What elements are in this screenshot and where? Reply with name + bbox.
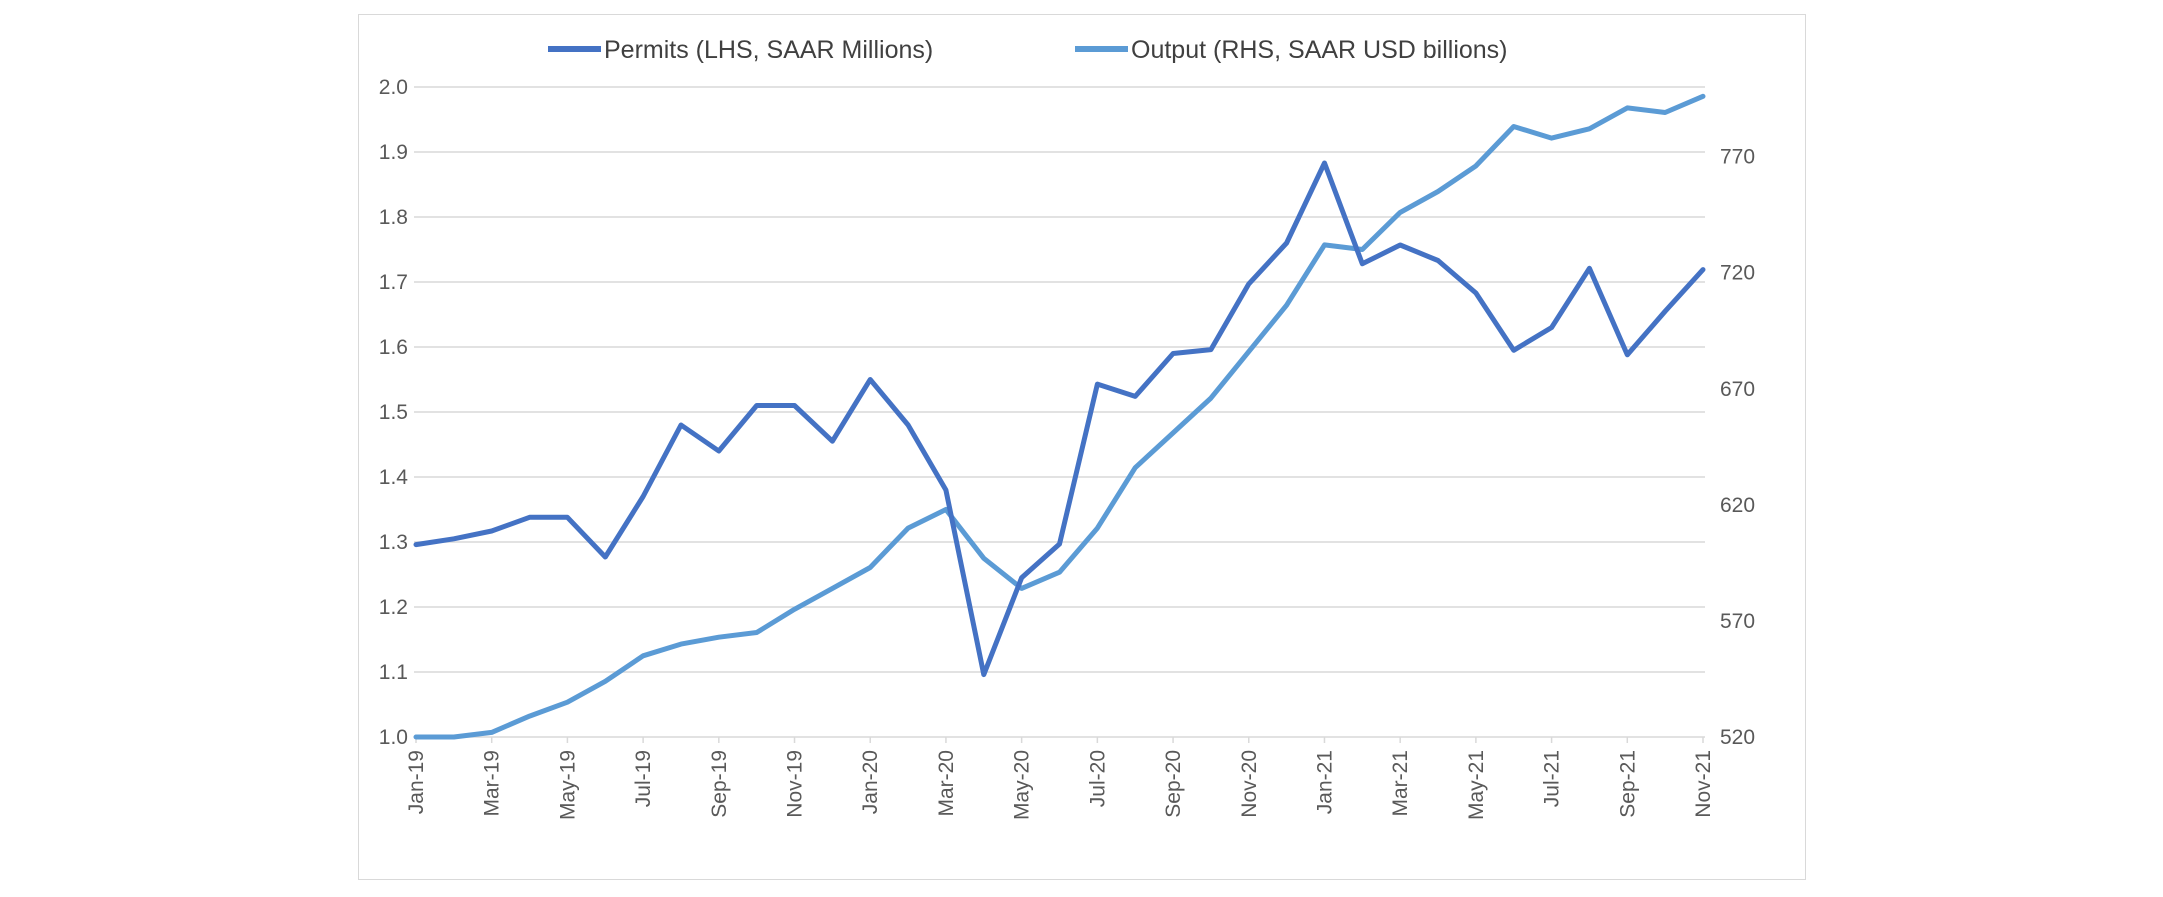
series-line-output: [413, 93, 1706, 740]
x-tick-label: Jan-21: [1313, 750, 1336, 814]
x-tick-label: Jan-19: [405, 750, 428, 814]
y-left-tick-label: 1.2: [379, 596, 408, 619]
x-tick-label: Nov-21: [1692, 750, 1715, 818]
x-tick-label: Sep-19: [708, 750, 731, 818]
y-axis-right: 520 570 620 670 720 770: [1720, 146, 1755, 749]
y-left-tick-label: 2.0: [379, 76, 408, 99]
x-tick-label: Nov-19: [784, 750, 807, 818]
y-left-tick-label: 1.6: [379, 336, 408, 359]
y-right-tick-label: 570: [1720, 610, 1755, 633]
x-tick-label: May-19: [556, 750, 579, 820]
x-tick-label: Sep-21: [1616, 750, 1639, 818]
x-tick-label: Mar-21: [1389, 750, 1412, 817]
y-right-tick-label: 720: [1720, 262, 1755, 285]
y-right-tick-label: 520: [1720, 726, 1755, 749]
x-axis: Jan-19 Mar-19 May-19 Jul-19 Sep-19 Nov-19 Jan-…: [405, 737, 1715, 820]
x-tick-label: Jul-21: [1541, 750, 1564, 807]
legend-label-permits: Permits (LHS, SAAR Millions): [604, 36, 933, 64]
x-tick-label: May-20: [1011, 750, 1034, 820]
legend-label-output: Output (RHS, SAAR USD billions): [1131, 36, 1508, 64]
y-left-tick-label: 1.1: [379, 661, 408, 684]
y-left-tick-label: 1.4: [379, 466, 409, 489]
y-left-tick-label: 1.9: [379, 141, 408, 164]
chart-frame: [358, 14, 1806, 880]
y-right-tick-label: 620: [1720, 494, 1755, 517]
gridlines: [414, 86, 1705, 673]
x-tick-label: May-21: [1465, 750, 1488, 820]
series-line-permits: [413, 160, 1706, 678]
x-tick-label: Mar-19: [481, 750, 504, 817]
y-left-tick-label: 1.7: [379, 271, 408, 294]
y-left-tick-label: 1.3: [379, 531, 408, 554]
x-tick-label: Mar-20: [935, 750, 958, 817]
x-tick-label: Jan-20: [859, 750, 882, 814]
y-right-tick-label: 770: [1720, 146, 1755, 169]
y-axis-left: 1.0 1.1 1.2 1.3 1.4 1.5 1.6 1.7 1.8 1.9 2.0: [379, 76, 409, 749]
y-left-tick-label: 1.8: [379, 206, 408, 229]
y-left-tick-label: 1.0: [379, 726, 408, 749]
y-left-tick-label: 1.5: [379, 401, 408, 424]
x-tick-label: Nov-20: [1238, 750, 1261, 818]
x-tick-label: Sep-20: [1162, 750, 1185, 818]
series-lines: [413, 93, 1706, 740]
y-right-tick-label: 670: [1720, 378, 1755, 401]
legend: Permits (LHS, SAAR Millions) Output (RHS…: [548, 36, 1508, 64]
x-tick-label: Jul-20: [1086, 750, 1109, 807]
x-tick-label: Jul-19: [632, 750, 655, 807]
